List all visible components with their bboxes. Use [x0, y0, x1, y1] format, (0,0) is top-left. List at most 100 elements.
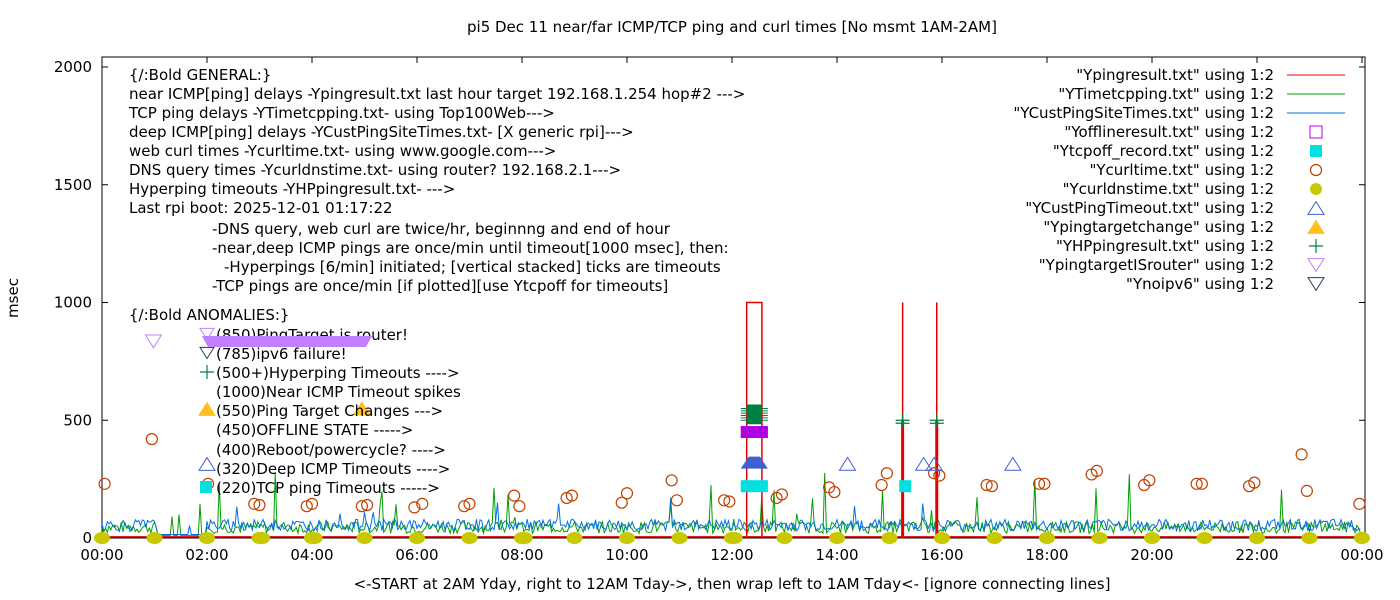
curl-time-point [1143, 474, 1156, 487]
general-annotation-line: deep ICMP[ping] delays -YCustPingSiteTim… [129, 123, 634, 141]
general-annotation-line: Hyperping timeouts -YHPpingresult.txt- -… [129, 180, 455, 198]
y-tick-label: 500 [63, 411, 92, 429]
legend-circle-swatch [1310, 183, 1322, 195]
anomaly-annotation-line: (500+)Hyperping Timeouts ----> [216, 364, 460, 382]
dns-query-point [671, 532, 688, 544]
dns-query-point [461, 532, 478, 544]
curl-time-point [1295, 448, 1308, 461]
anomaly-annotation-line: (320)Deep ICMP Timeouts ----> [216, 460, 450, 478]
dns-query-point [566, 532, 583, 544]
curl-time-point [1300, 484, 1313, 497]
general-annotation-line: {/:Bold GENERAL:} [129, 66, 271, 84]
dns-query-point [829, 532, 845, 544]
tcp-ping-series [101, 472, 1361, 537]
note-annotation-line: -TCP pings are once/min [if plotted][use… [212, 277, 668, 295]
hyperping-timeout-point [895, 413, 910, 428]
dns-query-point [1354, 532, 1370, 544]
x-tick-label: 00:00 [80, 546, 123, 564]
hyperping-key-icon [200, 365, 214, 379]
x-tick-label: 00:00 [1340, 546, 1383, 564]
general-annotation-line: near ICMP[ping] delays -Ypingresult.txt … [129, 85, 745, 103]
general-annotation-line: TCP ping delays -YTimetcpping.txt- using… [128, 104, 555, 122]
curl-time-point [775, 488, 788, 501]
legend-square-swatch [1309, 125, 1323, 139]
anomaly-annotation-line: (220)TCP ping Timeouts -----> [216, 479, 440, 497]
legend-label: "Yofflineresult.txt" using 1:2 [1064, 123, 1274, 141]
curl-time-point [723, 495, 736, 508]
curl-time-point [1195, 477, 1208, 490]
curl-time-point [1190, 477, 1203, 490]
anomaly-annotation-line: (400)Reboot/powercycle? ----> [216, 441, 446, 459]
dns-query-point [726, 532, 743, 544]
curl-time-point [615, 496, 628, 509]
hyperping-timeout-point [746, 404, 762, 425]
curl-time-point [665, 474, 678, 487]
legend-label: "Ycurltime.txt" using 1:2 [1089, 161, 1274, 179]
chart-title: pi5 Dec 11 near/far ICMP/TCP ping and cu… [467, 18, 997, 36]
dns-query-point [94, 532, 110, 544]
dns-query-point [306, 532, 323, 544]
legend-label: "YpingtargetISrouter" using 1:2 [1039, 256, 1274, 274]
tcp-ping-timeout-point [899, 480, 912, 493]
curl-time-point [458, 500, 471, 513]
general-annotation-line: web curl times -Ycurltime.txt- using www… [129, 142, 556, 160]
curl-time-point [253, 498, 266, 512]
curl-time-point [670, 494, 683, 507]
dns-query-point [1249, 532, 1265, 544]
y-ticks: 0 500 1000 1500 2000 [54, 58, 1365, 547]
legend-label: "Ycurldnstime.txt" using 1:2 [1063, 180, 1274, 198]
ping-target-is-router-bar [202, 336, 372, 347]
dns-query-point [409, 532, 425, 544]
x-tick-label: 10:00 [605, 546, 648, 564]
curl-time-point [875, 478, 888, 492]
legend-label: "Ynoipv6" using 1:2 [1126, 275, 1274, 293]
dns-query-point [356, 532, 373, 544]
anomaly-annotation-line: (1000)Near ICMP Timeout spikes [216, 383, 461, 401]
curl-time-point [565, 489, 578, 502]
anomaly-annotation-line: {/:Bold ANOMALIES:} [129, 306, 289, 324]
curl-time-point [560, 491, 573, 505]
note-annotation-line: -DNS query, web curl are twice/hr, begin… [212, 220, 671, 238]
legend-triangle-swatch [1307, 277, 1325, 292]
legend: "Ypingresult.txt" using 1:2"YTimetcpping… [1013, 66, 1345, 293]
curl-time-point [718, 494, 731, 507]
x-tick-label: 18:00 [1025, 546, 1068, 564]
y-tick-label: 0 [82, 529, 92, 547]
curl-time-point [985, 480, 998, 493]
note-annotation-line: -Hyperpings [6/min] initiated; [vertical… [224, 258, 721, 276]
legend-label: "Ypingresult.txt" using 1:2 [1076, 66, 1274, 84]
dns-query-point [1039, 532, 1055, 544]
legend-triangle-swatch [1307, 258, 1325, 273]
ping-target-is-router-point [144, 334, 163, 349]
legend-plus-swatch [1309, 239, 1323, 253]
curl-time-point [880, 467, 893, 480]
x-tick-label: 02:00 [185, 546, 228, 564]
tcp-ping-timeout-point [740, 480, 768, 493]
dns-query-point [1196, 532, 1213, 544]
legend-triangle-swatch [1307, 219, 1325, 234]
curl-time-point [1038, 477, 1051, 490]
offline-state-point [740, 426, 768, 439]
dns-query-point [1091, 532, 1108, 544]
dns-query-point [1301, 532, 1318, 544]
legend-label: "YTimetcpping.txt" using 1:2 [1058, 85, 1274, 103]
x-tick-label: 20:00 [1130, 546, 1173, 564]
curl-time-point [361, 498, 374, 512]
curl-time-point [355, 500, 368, 513]
deep-icmp-series [101, 497, 1361, 535]
markers [94, 200, 1370, 544]
hyperping-timeout-point [929, 413, 944, 428]
curl-time-point [620, 487, 634, 500]
ping-target-change-point [352, 401, 371, 416]
dns-query-point [254, 532, 271, 544]
legend-label: "Ypingtargetchange" using 1:2 [1043, 218, 1274, 236]
anomaly-annotation-line: (550)Ping Target Changes ---> [216, 402, 443, 420]
general-annotation-line: Last rpi boot: 2025-12-01 01:17:22 [129, 199, 393, 217]
curl-time-point [1353, 497, 1366, 510]
y-tick-label: 1500 [54, 176, 92, 194]
curl-time-point [305, 497, 319, 510]
x-ticks: 00:00 02:00 04:00 06:00 08:00 10:00 12:00 14:00… [80, 57, 1384, 564]
ping-target-is-router-key-icon [199, 327, 215, 341]
deep-icmp-timeout-key-icon [198, 456, 216, 471]
